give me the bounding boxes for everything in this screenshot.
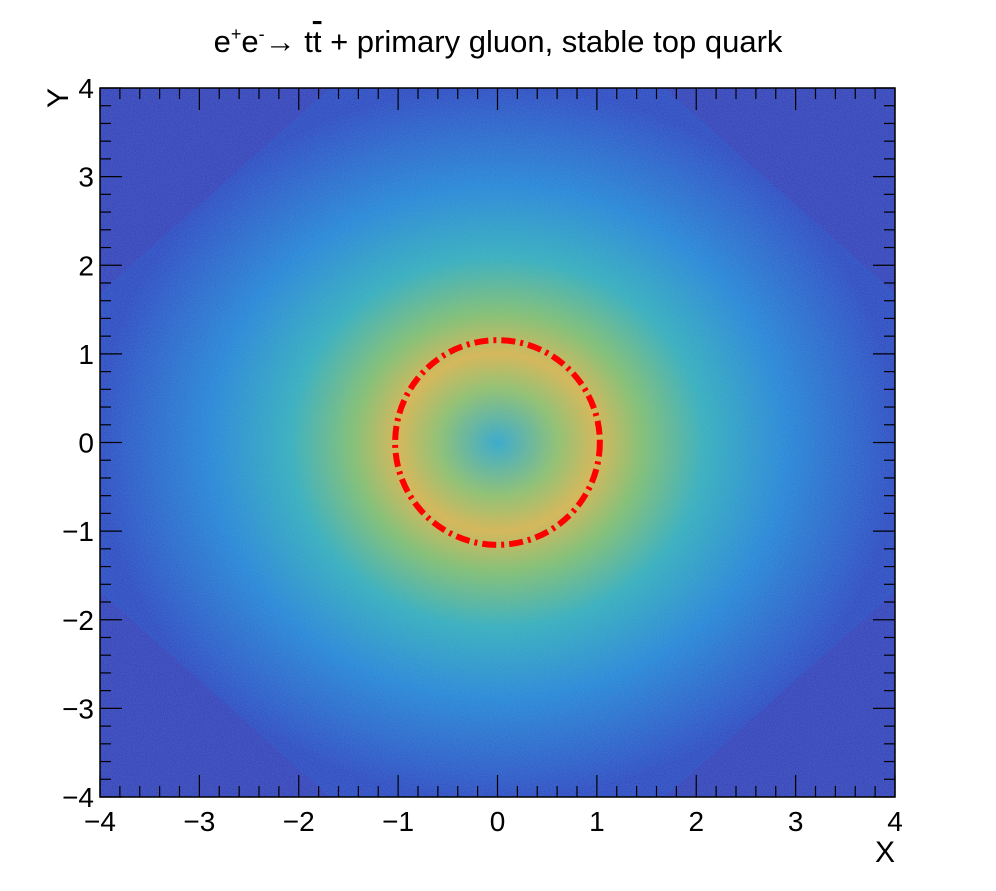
- title-part-e2: e: [241, 24, 258, 59]
- y-tick-label: 2: [78, 250, 94, 281]
- title-part-plus: +: [231, 24, 242, 44]
- y-tick-label: 0: [78, 428, 94, 459]
- y-tick-label: −3: [62, 693, 94, 724]
- y-tick-label: 3: [78, 162, 94, 193]
- chart-title: e+e-→ tt + primary gluon, stable top qua…: [214, 24, 783, 59]
- x-axis-ticks: [99, 88, 896, 797]
- overlay-circle: [392, 337, 603, 548]
- y-axis-ticks: [100, 87, 895, 798]
- heatmap-noise: [100, 88, 895, 797]
- x-tick-label: 0: [490, 806, 506, 837]
- title-part-rest: + primary gluon, stable top quark: [321, 24, 782, 59]
- y-tick-label: 4: [78, 73, 94, 104]
- y-tick-label: −1: [62, 516, 94, 547]
- x-tick-label: 1: [589, 806, 605, 837]
- y-axis-tick-labels: −4 −3 −2 −1 0 1 2 3 4: [62, 73, 94, 813]
- x-tick-label: −3: [183, 806, 215, 837]
- x-tick-label: 2: [688, 806, 704, 837]
- x-tick-label: −2: [283, 806, 315, 837]
- title-part-tbar: t: [313, 24, 322, 59]
- x-tick-label: −1: [382, 806, 414, 837]
- x-tick-label: 4: [887, 806, 903, 837]
- y-axis-label: Y: [42, 88, 75, 108]
- y-tick-label: 1: [78, 339, 94, 370]
- x-axis-label: X: [875, 836, 895, 869]
- title-part-arrow-t: → t: [265, 24, 314, 59]
- y-tick-label: −4: [62, 782, 94, 813]
- heatmap-area: [100, 88, 895, 797]
- title-part-e1: e: [214, 24, 231, 59]
- x-tick-label: −4: [84, 806, 116, 837]
- x-tick-label: 3: [788, 806, 804, 837]
- x-axis-tick-labels: −4 −3 −2 −1 0 1 2 3 4: [84, 806, 903, 837]
- y-tick-label: −2: [62, 605, 94, 636]
- title-part-minus: -: [259, 24, 265, 44]
